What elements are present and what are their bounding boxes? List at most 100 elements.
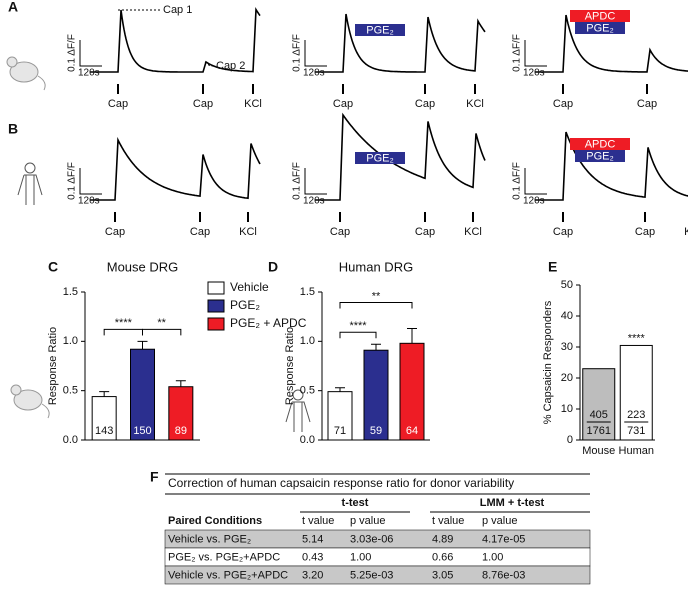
y-tick-label: 1.5: [300, 286, 315, 298]
legend-label: PGE₂: [230, 298, 260, 312]
bar: [168, 386, 194, 441]
panel-letter: C: [48, 259, 58, 275]
bar-count: 64: [406, 425, 418, 437]
significance: **: [157, 317, 166, 329]
stimulus-label: Cap: [330, 226, 350, 238]
column-header: t value: [302, 515, 334, 527]
legend-swatch: [207, 317, 225, 331]
panel-letter: B: [8, 121, 18, 137]
scale-y-label: 0.1 ΔF/F: [67, 34, 78, 72]
scale-x-label: 120s: [78, 196, 100, 207]
bar: [91, 396, 117, 441]
y-tick-label: 1.0: [300, 335, 315, 347]
significance: ****: [628, 332, 646, 344]
table-cell: 3.05: [432, 569, 453, 581]
scale-x-label: 120s: [303, 68, 325, 79]
pge2-box: [355, 24, 405, 36]
bar-count: 59: [370, 425, 382, 437]
error-bar: [371, 343, 381, 351]
y-tick-label: 10: [561, 403, 573, 415]
trace: [535, 131, 688, 201]
group-header: t-test: [342, 497, 369, 509]
error-bar: [175, 380, 186, 387]
trace: [315, 13, 486, 73]
stimulus-label: KCl: [239, 226, 257, 238]
scale-bar: [304, 40, 327, 67]
stimulus-label: Cap: [193, 98, 213, 110]
stimulus-label: Cap: [105, 226, 125, 238]
error-bar: [99, 391, 110, 397]
bar-count: 89: [175, 425, 187, 437]
box-label: PGE₂: [366, 24, 394, 36]
pge2-box: [575, 150, 625, 162]
apdc-box: [570, 138, 630, 150]
table-cell: 1.00: [350, 551, 371, 563]
y-tick-label: 30: [561, 341, 573, 353]
denominator: 1761: [587, 425, 611, 437]
panel-letter: F: [150, 469, 159, 485]
stimulus-label: KCl: [464, 226, 482, 238]
stimulus-label: Cap: [190, 226, 210, 238]
table-cell: 8.76e-03: [482, 569, 525, 581]
bar: [582, 368, 616, 441]
y-axis-label: % Capsaicin Responders: [542, 300, 554, 424]
cap2-label: Cap 2: [216, 60, 245, 72]
legend-label: PGE₂ + APDC: [230, 316, 307, 330]
legend-swatch: [207, 281, 225, 295]
scale-y-label: 0.1 ΔF/F: [67, 162, 78, 200]
stimulus-label: Cap: [108, 98, 128, 110]
bar: [619, 344, 653, 441]
y-tick-label: 0: [567, 434, 573, 446]
y-tick-label: 1.0: [63, 335, 78, 347]
box-label: PGE₂: [586, 22, 614, 34]
scale-bar: [79, 40, 102, 67]
scale-bar: [524, 40, 547, 67]
bar-count: 71: [334, 425, 346, 437]
trace: [90, 136, 261, 201]
legend-swatch: [207, 299, 225, 313]
stimulus-label: Cap: [415, 98, 435, 110]
y-tick-label: 40: [561, 310, 573, 322]
table-cell: 3.03e-06: [350, 533, 393, 545]
chart-title: Mouse DRG: [107, 259, 179, 274]
cap1-label: Cap 1: [163, 4, 192, 16]
table-cell: 3.20: [302, 569, 323, 581]
table-cell: 5.14: [302, 533, 323, 545]
panel-letter: E: [548, 259, 557, 275]
trace: [535, 14, 688, 73]
scale-y-label: 0.1 ΔF/F: [292, 162, 303, 200]
y-tick-label: 50: [561, 279, 573, 291]
numerator: 405: [590, 409, 608, 421]
y-tick-label: 20: [561, 372, 573, 384]
stimulus-label: KCl: [684, 226, 688, 238]
box-label: PGE₂: [366, 152, 394, 164]
stimulus-label: KCl: [466, 98, 484, 110]
box-label: APDC: [585, 10, 616, 22]
y-tick-label: 0.5: [300, 385, 315, 397]
table-cell: 5.25e-03: [350, 569, 393, 581]
y-tick-label: 0.0: [63, 434, 78, 446]
stimulus-label: Cap: [415, 226, 435, 238]
table-cell: 4.89: [432, 533, 453, 545]
column-header: t value: [432, 515, 464, 527]
significance: ****: [349, 320, 367, 332]
table-cell: 0.43: [302, 551, 323, 563]
error-bar: [137, 340, 148, 350]
cap2-leader: [204, 61, 214, 67]
significance-bracket: [103, 328, 143, 336]
error-bar: [407, 328, 417, 344]
numerator: 223: [627, 409, 645, 421]
pge2-box: [575, 22, 625, 34]
stimulus-label: Cap: [553, 98, 573, 110]
error-bar: [335, 387, 345, 392]
y-axis-label: Response Ratio: [284, 327, 296, 405]
scale-x-label: 120s: [78, 68, 100, 79]
significance: **: [372, 290, 381, 302]
column-header: Paired Conditions: [168, 515, 262, 527]
y-axis-label: Response Ratio: [47, 327, 59, 405]
panel-letter: D: [268, 259, 278, 275]
significance-bracket: [339, 331, 377, 339]
table-row-bg: [164, 565, 591, 585]
column-header: p value: [482, 515, 517, 527]
